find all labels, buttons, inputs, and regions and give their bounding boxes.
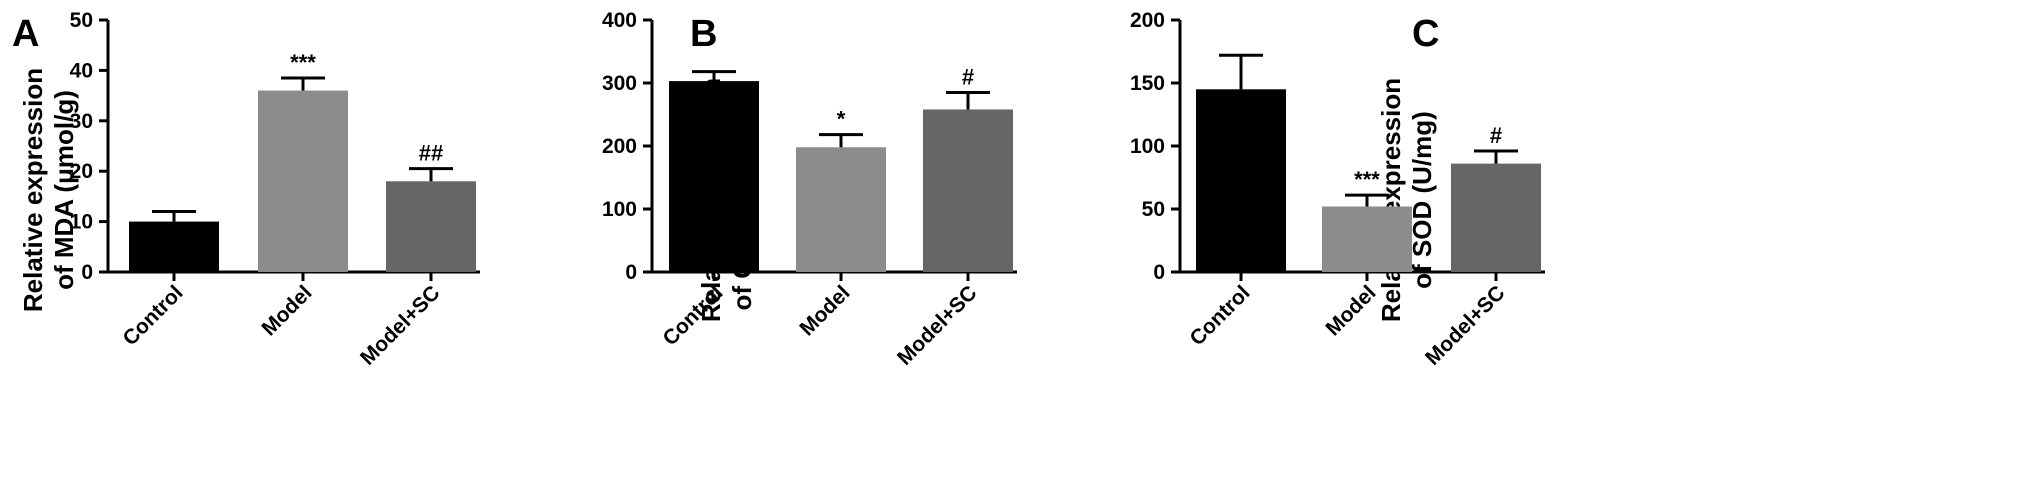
y-axis-label: Relative expression (18, 68, 48, 312)
bar (258, 90, 348, 272)
bar (1196, 89, 1286, 272)
panel-letter: B (690, 13, 717, 55)
x-tick-label: Control (118, 281, 187, 350)
y-axis-label: Relative expression (1376, 78, 1406, 322)
y-tick-label: 400 (602, 9, 637, 32)
panel-c: C Relative expression of SOD (U/mg) 0501… (1130, 9, 1545, 370)
panel-letter: C (1412, 13, 1439, 55)
plot-area: 0 10 20 30 40 50 Control *** Model ## Model+SC (70, 9, 480, 370)
plot-area: 0 50 100 150 200 Control *** Model # Model+SC (1130, 9, 1545, 370)
y-tick-label: 50 (70, 9, 93, 32)
y-tick-label: 10 (70, 211, 93, 234)
bar (129, 221, 219, 272)
x-tick-label: Model (257, 281, 316, 340)
y-tick-label: 150 (1130, 72, 1165, 95)
y-tick-label: 0 (625, 261, 637, 284)
panel-letter: A (12, 13, 39, 55)
x-tick-label: Model (1321, 281, 1380, 340)
bar (1322, 206, 1412, 272)
significance-label: # (1490, 123, 1502, 148)
y-tick-label: 200 (1130, 9, 1165, 32)
panel-b: B Relative expression of GSH (μmol/mg) 0… (602, 9, 1017, 370)
bar (796, 147, 886, 272)
y-tick-label: 200 (602, 135, 637, 158)
x-tick-label: Model+SC (1421, 281, 1509, 369)
y-tick-label: 0 (1153, 261, 1165, 284)
significance-label: *** (290, 50, 316, 75)
significance-label: ## (419, 141, 443, 166)
significance-label: * (837, 107, 846, 132)
y-tick-label: 0 (81, 261, 93, 284)
x-tick-label: Control (1185, 281, 1254, 350)
y-tick-label: 40 (70, 59, 93, 82)
y-tick-label: 100 (1130, 135, 1165, 158)
panel-a: A Relative expression of MDA (μmol/g) 0 1… (12, 9, 480, 370)
y-tick-label: 20 (70, 160, 93, 183)
x-tick-label: Model+SC (356, 281, 444, 369)
significance-label: # (962, 64, 974, 89)
y-tick-label: 30 (70, 110, 93, 133)
bar (923, 109, 1013, 273)
y-tick-label: 100 (602, 198, 637, 221)
x-tick-label: Model+SC (893, 281, 981, 369)
y-axis-label: of MDA (μmol/g) (49, 90, 79, 290)
bar (1451, 163, 1541, 272)
x-tick-label: Model (795, 281, 854, 340)
bar (669, 81, 759, 272)
y-tick-label: 50 (1142, 198, 1165, 221)
significance-label: *** (1354, 167, 1380, 192)
bar (386, 181, 476, 272)
y-tick-label: 300 (602, 72, 637, 95)
